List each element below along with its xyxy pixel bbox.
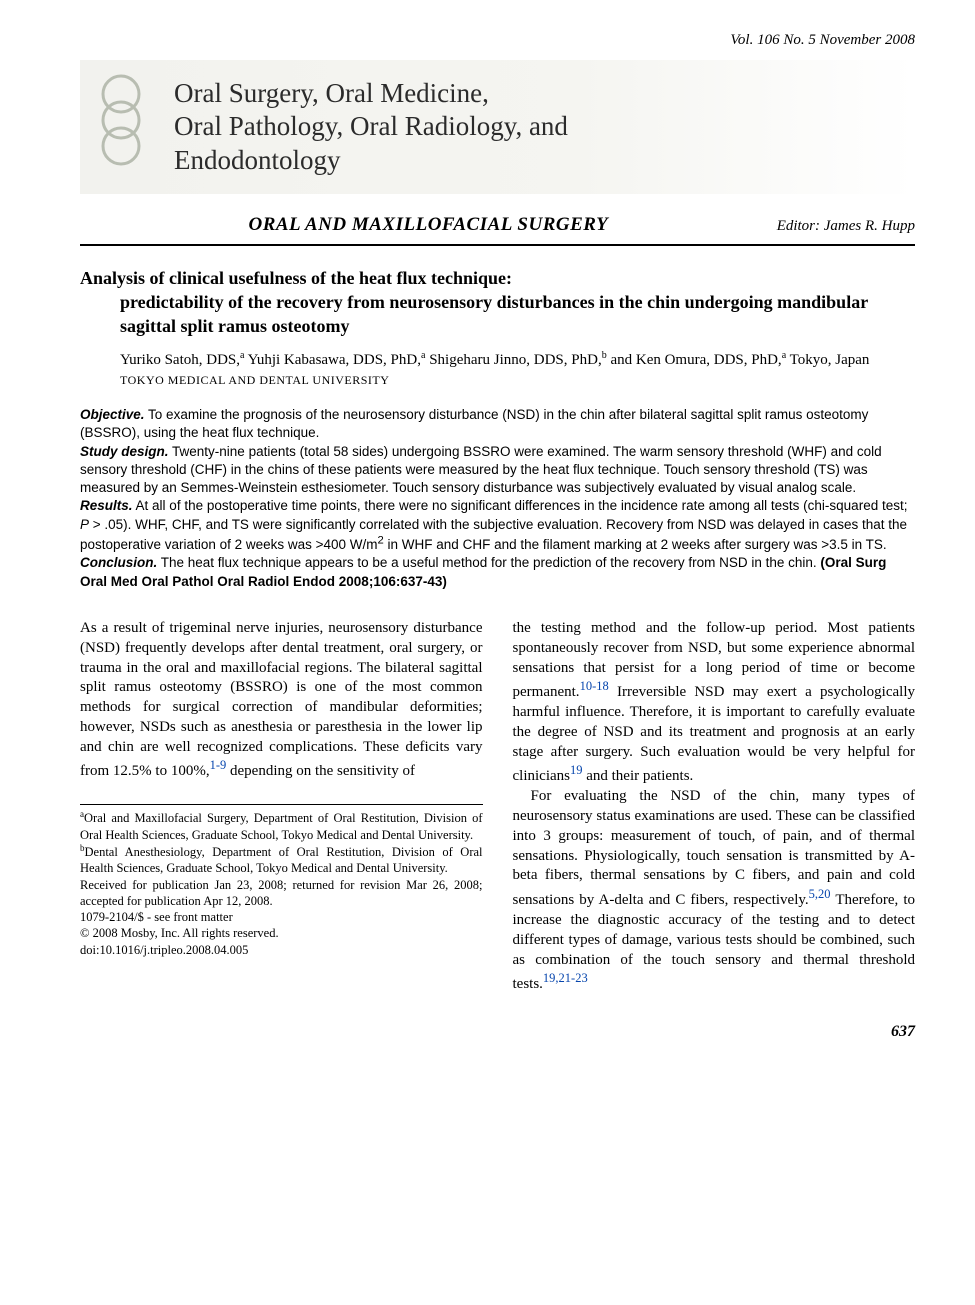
abstract: Objective. To examine the prognosis of t… [80,406,915,591]
abstract-label-study-design: Study design. [80,444,169,459]
body-para-1: As a result of trigeminal nerve injuries… [80,619,483,782]
abstract-conclusion: The heat flux technique appears to be a … [161,555,817,570]
journal-title: Oral Surgery, Oral Medicine,Oral Patholo… [174,77,568,178]
journal-masthead: Oral Surgery, Oral Medicine,Oral Patholo… [80,60,915,194]
issue-info: Vol. 106 No. 5 November 2008 [80,30,915,50]
abstract-label-results: Results. [80,498,133,513]
footnote-doi: doi:10.1016/j.tripleo.2008.04.005 [80,942,483,958]
journal-rings-logo [86,72,156,182]
body-para-2: the testing method and the follow-up per… [513,619,916,787]
body-columns: As a result of trigeminal nerve injuries… [80,619,915,995]
abstract-label-objective: Objective. [80,407,145,422]
body-para-3: For evaluating the NSD of the chin, many… [513,787,916,995]
abstract-label-conclusion: Conclusion. [80,555,157,570]
article-title: Analysis of clinical usefulness of the h… [80,266,915,339]
section-header: ORAL AND MAXILLOFACIAL SURGERY Editor: J… [80,212,915,238]
section-title: ORAL AND MAXILLOFACIAL SURGERY [80,212,777,238]
footnote-b: bDental Anesthesiology, Department of Or… [80,843,483,877]
footnote-copyright: © 2008 Mosby, Inc. All rights reserved. [80,925,483,941]
section-editor: Editor: James R. Hupp [777,216,915,236]
footnote-a: aOral and Maxillofacial Surgery, Departm… [80,809,483,843]
footnotes: aOral and Maxillofacial Surgery, Departm… [80,804,483,958]
abstract-objective: To examine the prognosis of the neurosen… [80,407,868,440]
footnote-received: Received for publication Jan 23, 2008; r… [80,877,483,910]
footnote-issn: 1079-2104/$ - see front matter [80,909,483,925]
abstract-study-design: Twenty-nine patients (total 58 sides) un… [80,444,882,495]
section-rule [80,244,915,246]
affiliation: TOKYO MEDICAL AND DENTAL UNIVERSITY [80,372,915,388]
abstract-results: At all of the postoperative time points,… [80,498,907,552]
column-left: As a result of trigeminal nerve injuries… [80,619,483,995]
authors: Yuriko Satoh, DDS,a Yuhji Kabasawa, DDS,… [80,349,915,370]
article-title-line1: Analysis of clinical usefulness of the h… [80,266,915,290]
article-title-rest: predictability of the recovery from neur… [80,290,915,339]
page-number: 637 [80,1021,915,1043]
column-right: the testing method and the follow-up per… [513,619,916,995]
